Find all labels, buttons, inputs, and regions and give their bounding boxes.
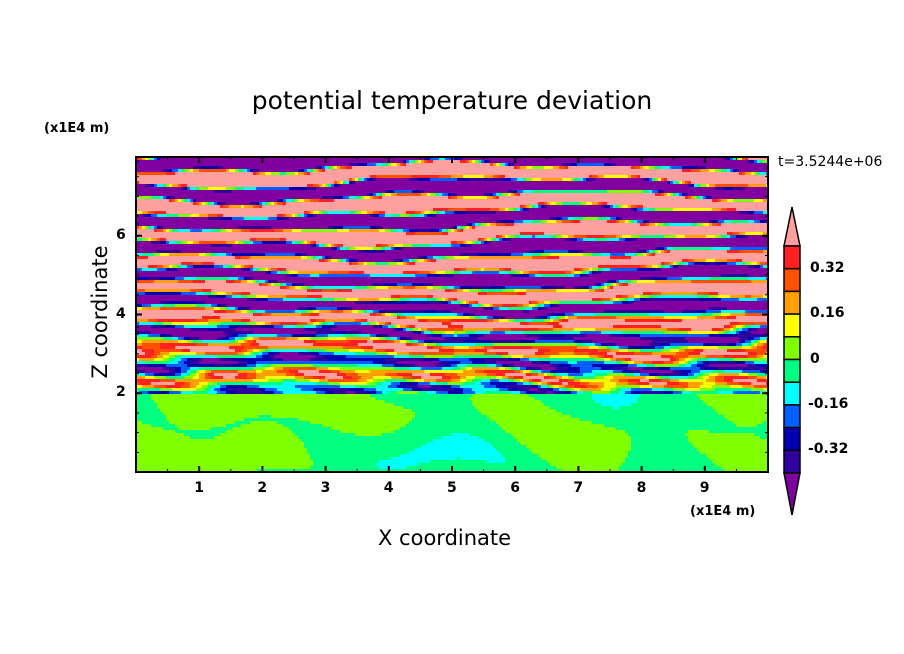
colorbar-upper-extension bbox=[783, 206, 801, 247]
colorbar-label: 0.32 bbox=[810, 259, 845, 276]
plot-border bbox=[135, 156, 769, 473]
x-tick-label: 6 bbox=[510, 480, 520, 496]
x-tick-label: 5 bbox=[447, 480, 457, 496]
y-tick-label: 4 bbox=[116, 305, 126, 322]
colorbar-label: -0.16 bbox=[808, 395, 849, 412]
colorbar-box bbox=[783, 381, 801, 406]
colorbar-box bbox=[783, 267, 801, 293]
colorbar-box bbox=[783, 290, 801, 315]
x-tick-label: 3 bbox=[320, 480, 331, 496]
time-label: t=3.5244e+06 bbox=[778, 154, 883, 170]
x-tick-label: 8 bbox=[636, 480, 647, 496]
colorbar-box bbox=[783, 449, 801, 474]
y-tick-label: 6 bbox=[116, 226, 126, 243]
x-axis-label: X coordinate bbox=[378, 526, 512, 550]
colorbar-lower-extension bbox=[783, 472, 801, 516]
colorbar-box bbox=[783, 404, 801, 429]
contour-field bbox=[136, 157, 768, 472]
colorbar-box bbox=[783, 336, 801, 361]
x-tick-label: 1 bbox=[194, 480, 204, 496]
z-axis-label: Z coordinate bbox=[88, 245, 112, 379]
x-tick-label: 7 bbox=[573, 480, 584, 496]
colorbar-label: 0.16 bbox=[810, 305, 845, 322]
x-tick-label: 9 bbox=[699, 480, 710, 496]
chart-title: potential temperature deviation bbox=[251, 86, 653, 115]
x-unit-label: (x1E4 m) bbox=[690, 504, 756, 519]
x-tick-label: 4 bbox=[383, 480, 394, 496]
colorbar-box bbox=[783, 245, 801, 270]
colorbar-label: -0.32 bbox=[808, 441, 849, 458]
colorbar-label: 0 bbox=[810, 350, 820, 367]
colorbar-box bbox=[783, 358, 801, 383]
y-tick-label: 2 bbox=[116, 384, 126, 401]
colorbar-box bbox=[783, 426, 801, 452]
x-tick-label: 2 bbox=[257, 480, 268, 496]
y-unit-label: (x1E4 m) bbox=[44, 121, 110, 136]
colorbar-box bbox=[783, 313, 801, 338]
